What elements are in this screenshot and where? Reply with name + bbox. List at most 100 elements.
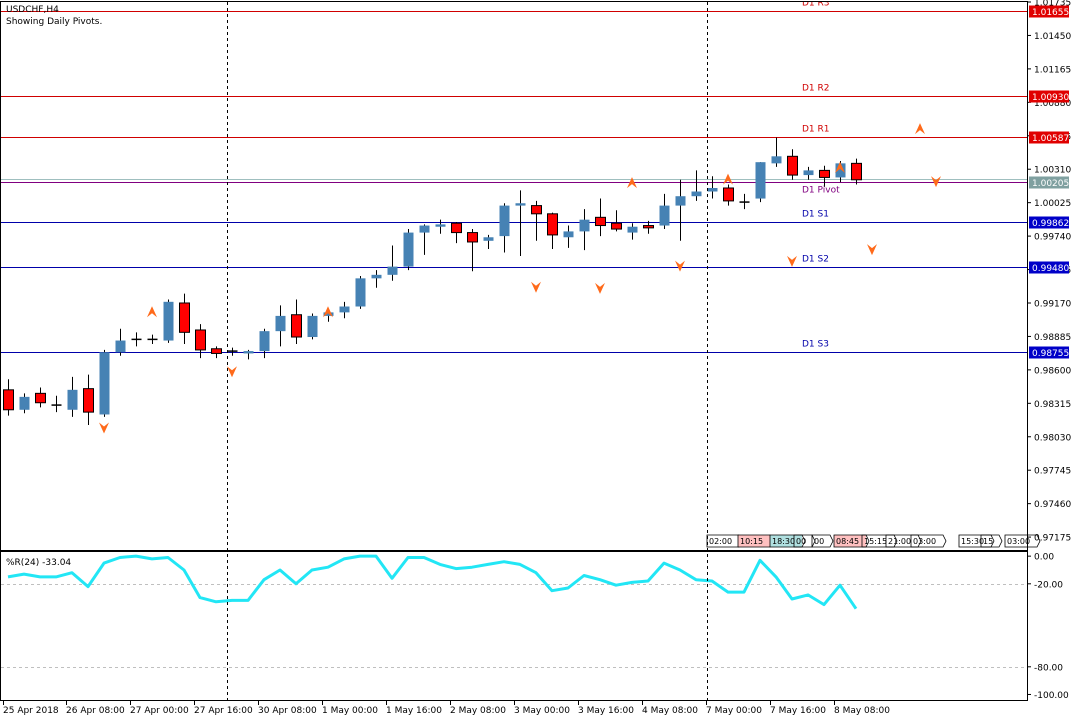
price-tick-label: 0.97175 (1034, 534, 1071, 544)
svg-text:1.00587: 1.00587 (1032, 134, 1069, 144)
candle (851, 158, 862, 185)
pivot-label: D1 S2 (802, 255, 829, 265)
candle (659, 193, 670, 230)
candle (67, 376, 78, 417)
fractal-up-arrow (147, 306, 157, 318)
candle (35, 387, 46, 408)
candle (419, 224, 430, 255)
candle (3, 379, 14, 416)
time-tick-label: 3 May 16:00 (578, 706, 634, 716)
wpr-tick-label: 0.00 (1034, 553, 1054, 563)
candle (19, 393, 30, 414)
price-tick-label: 0.99170 (1034, 299, 1071, 309)
candle (83, 374, 94, 426)
price-tick-label: 0.98600 (1034, 366, 1071, 376)
candle (595, 198, 606, 237)
candle (531, 200, 542, 241)
price-tick-label: 1.01165 (1034, 65, 1071, 75)
time-tag: 15 (980, 534, 1003, 548)
fractal-down-arrow (99, 422, 109, 434)
price-tag: 1.01655 (1029, 5, 1069, 18)
price-tick-label: 1.01450 (1034, 32, 1071, 42)
candle (707, 176, 718, 199)
svg-text:15:30: 15:30 (961, 537, 984, 546)
candle (563, 225, 574, 248)
price-tag: 1.00930 (1029, 90, 1069, 103)
pivot-labels: D1 R3 D1 R2 D1 R1 D1 Pivot D1 S1 D1 S2 D1 S3 (802, 0, 840, 350)
indicator-subtitle: Showing Daily Pivots. (6, 17, 102, 27)
svg-text:0.98755: 0.98755 (1032, 349, 1069, 359)
svg-text:03:00: 03:00 (913, 537, 936, 546)
price-tick-label: 0.97460 (1034, 500, 1071, 510)
svg-text:1.00205: 1.00205 (1032, 179, 1069, 189)
pivot-lines (1, 11, 1027, 353)
time-tick-label: 25 Apr 2018 (3, 706, 59, 716)
svg-text:0.99480: 0.99480 (1032, 264, 1069, 274)
time-tick-label: 7 May 16:00 (770, 706, 826, 716)
candle (163, 299, 174, 343)
candle (611, 210, 622, 232)
candle (771, 137, 782, 167)
svg-text:18:30: 18:30 (772, 537, 795, 546)
candle (259, 328, 270, 359)
candle (387, 245, 398, 281)
price-tick-label: 1.00025 (1034, 199, 1071, 209)
wpr-title: %R(24) -33.04 (6, 558, 71, 568)
price-tags: 1.01655 1.00930 1.00587 1.00205 0.99862 0.994… (1029, 5, 1069, 359)
price-plot[interactable]: D1 R3 D1 R2 D1 R1 D1 Pivot D1 S1 D1 S2 D1 S3 (0, 0, 1027, 434)
fractal-down-arrow (787, 255, 797, 267)
time-tag: 03:00 (1004, 534, 1041, 548)
candle (435, 219, 446, 234)
pivot-label: D1 R3 (802, 0, 830, 9)
pivot-label: D1 S1 (802, 210, 829, 220)
candle (691, 170, 702, 201)
price-tag: 0.99862 (1029, 216, 1069, 229)
fractal-up-arrow (723, 173, 733, 185)
time-tick-label: 3 May 00:00 (514, 706, 570, 716)
candle (195, 324, 206, 359)
candle (291, 299, 302, 345)
fractal-arrows (99, 123, 941, 434)
candle (755, 162, 766, 203)
symbol-label: USDCHF,H4 (6, 5, 59, 15)
wpr-tick-label: -80.00 (1034, 663, 1063, 673)
candle (483, 234, 494, 250)
price-tick-label: 0.97745 (1034, 467, 1071, 477)
candle (803, 166, 814, 180)
pivot-label: D1 S3 (802, 340, 829, 350)
svg-text:1.01655: 1.01655 (1032, 8, 1069, 18)
time-tag: 08:45 (833, 534, 870, 548)
fractal-up-arrow (627, 177, 637, 189)
pivot-label: D1 Pivot (802, 186, 840, 196)
wpr-axis[interactable]: 0.00 -20.00 -80.00 -100.00 (1027, 553, 1069, 701)
svg-text:00: 00 (814, 537, 824, 546)
svg-text:10:15: 10:15 (740, 537, 763, 546)
indicator-frame (0, 551, 1028, 701)
pivot-label: D1 R2 (802, 84, 830, 94)
svg-text:1.00930: 1.00930 (1032, 93, 1069, 103)
price-tick-label: 1.00880 (1034, 99, 1071, 109)
price-axis[interactable]: 1.017351.014501.011651.008801.005951.003… (1027, 0, 1071, 544)
time-tick-label: 4 May 08:00 (642, 706, 698, 716)
candle (371, 270, 382, 288)
candle (627, 223, 638, 240)
candle (467, 229, 478, 272)
candle (243, 349, 254, 360)
time-tick-label: 27 Apr 00:00 (130, 706, 189, 716)
svg-text:0.99862: 0.99862 (1032, 219, 1069, 229)
time-axis[interactable]: 25 Apr 2018 26 Apr 08:00 27 Apr 00:00 27 Ap… (3, 700, 890, 716)
time-tick-label: 2 May 08:00 (450, 706, 506, 716)
price-tick-label: 0.99740 (1034, 233, 1071, 243)
time-tag: 00 (793, 534, 816, 548)
svg-text:21:00: 21:00 (888, 537, 911, 546)
fractal-down-arrow (675, 260, 685, 272)
candle (339, 301, 350, 319)
candle (51, 395, 62, 413)
candle (739, 193, 750, 210)
candle (99, 349, 110, 417)
pivot-label: D1 R1 (802, 125, 830, 135)
wpr-tick-label: -20.00 (1034, 580, 1063, 590)
candle (147, 334, 158, 345)
wpr-plot[interactable] (1, 554, 1027, 668)
